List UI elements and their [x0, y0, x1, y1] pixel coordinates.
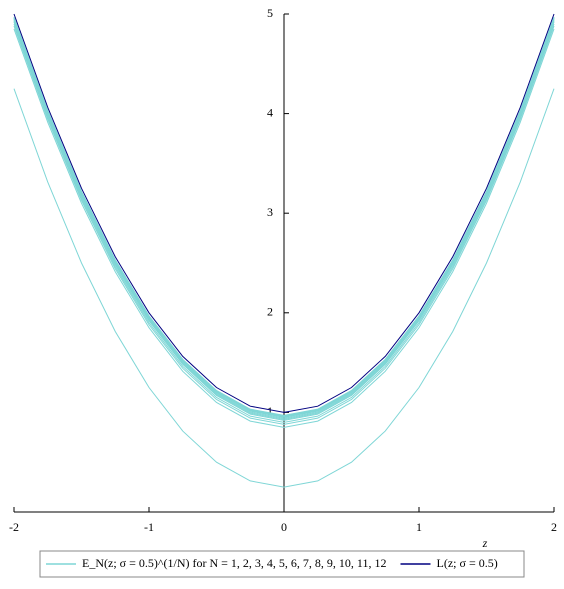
y-tick-label: 2 — [267, 305, 273, 319]
legend-box — [39, 550, 525, 578]
line-series — [13, 23, 555, 423]
legend-label: L(z; σ = 0.5) — [437, 556, 498, 570]
legend-label: E_N(z; σ = 0.5)^(1/N) for N = 1, 2, 3, 4… — [82, 556, 387, 570]
line-series — [13, 88, 555, 488]
line-series — [13, 28, 555, 428]
y-tick-label: 5 — [267, 6, 273, 20]
x-tick-label: -1 — [144, 520, 154, 534]
y-tick-label: 3 — [267, 205, 273, 219]
x-tick-label: -2 — [9, 520, 19, 534]
line-series — [13, 13, 555, 413]
x-tick-label: 0 — [281, 520, 287, 534]
line-series — [13, 25, 555, 425]
x-axis-label: z — [482, 536, 488, 550]
x-tick-label: 2 — [551, 520, 557, 534]
x-tick-label: 1 — [416, 520, 422, 534]
y-tick-label: 4 — [267, 105, 273, 119]
y-tick-label: 1 — [267, 404, 273, 418]
line-series — [13, 16, 555, 416]
